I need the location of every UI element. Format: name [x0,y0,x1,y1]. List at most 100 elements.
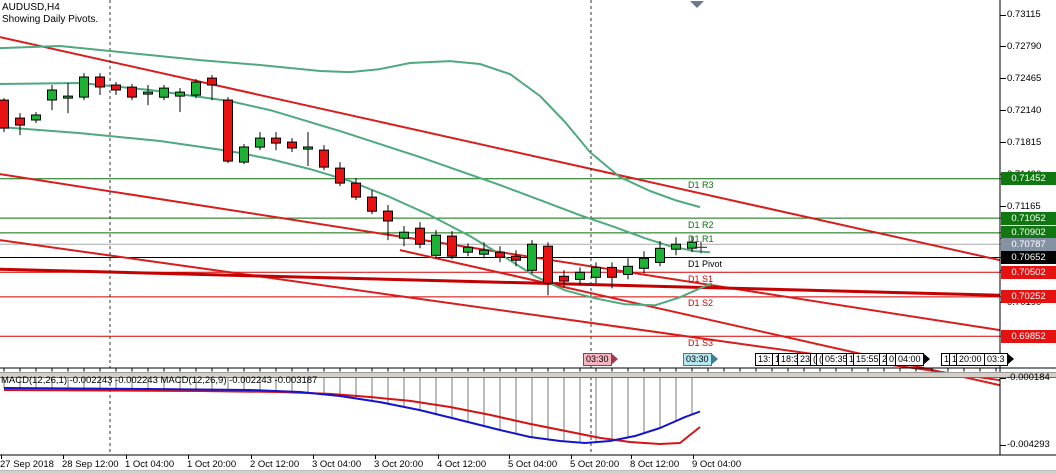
subtitle-label: Showing Daily Pivots. [2,14,99,25]
candle-body[interactable] [463,246,473,253]
candle-body[interactable] [207,77,217,86]
candle-body[interactable] [511,255,521,261]
time-tag-white[interactable]: 15:55 [853,353,888,366]
candle-body[interactable] [367,196,377,212]
candle-body[interactable] [543,245,553,284]
candle-body[interactable] [351,182,361,198]
candle-body[interactable] [15,117,25,126]
candle-body[interactable] [527,243,537,271]
candle-body[interactable] [415,227,425,245]
candle-body[interactable] [479,249,489,255]
price-tag-red: 0.70252 [1001,290,1056,304]
candle-body[interactable] [431,234,441,256]
date-tick [509,455,510,459]
price-tag-gray: 0.70787 [1001,237,1056,251]
candle-body[interactable] [223,99,233,162]
axis-tick [1000,14,1006,16]
candle-body[interactable] [559,275,569,282]
macd-scale-label: -0.000184 [1007,372,1050,383]
window-bottom-edge [0,470,1056,474]
time-tag-cyan[interactable]: 03:30 [683,353,718,366]
candle-body[interactable] [575,271,585,280]
trendline-5 [0,267,1001,297]
price-tag-green: 0.71052 [1001,211,1056,225]
tag-point-icon [710,353,718,365]
candle-body[interactable] [0,99,9,129]
date-tick [63,455,64,459]
candle-body[interactable] [47,89,57,101]
candle-body[interactable] [79,76,89,98]
panel-splitter[interactable] [0,372,1056,378]
price-tick-label: 0.73115 [1007,9,1041,20]
candle-body[interactable] [655,247,665,263]
axis-tick [1000,46,1006,48]
candle-body[interactable] [63,95,73,99]
date-tick [188,455,189,459]
date-label: 28 Sep 12:00 [62,459,119,470]
candle-body[interactable] [111,84,121,91]
time-tag-white[interactable]: 20:00 [956,353,991,366]
candle-body[interactable] [271,137,281,144]
candle-body[interactable] [383,210,393,222]
candle-body[interactable] [671,243,681,250]
candle-body[interactable] [143,91,153,95]
candle-body[interactable] [159,87,169,98]
axis-tick [1000,444,1006,446]
candle-body[interactable] [255,137,265,148]
tag-point-icon [610,353,618,365]
time-tag-white[interactable]: 04:00 [895,353,930,366]
candle-body[interactable] [607,266,617,278]
candle-body[interactable] [399,231,409,239]
candle-body[interactable] [687,241,697,249]
trendline-1 [0,36,1001,262]
candle-body[interactable] [591,266,601,278]
tag-point-icon [1006,353,1014,365]
candle-body[interactable] [639,257,649,269]
date-label: 1 Oct 20:00 [187,459,237,470]
date-label: 5 Oct 20:00 [570,459,620,470]
date-tick [251,455,252,459]
candle-body[interactable] [175,91,185,97]
price-tick-label: 0.71165 [1007,200,1041,212]
date-tick [313,455,314,459]
candle-body[interactable] [31,114,41,121]
price-tick-label: 0.71815 [1007,136,1042,148]
price-tag-green: 0.70902 [1001,226,1056,240]
time-tag-pink[interactable]: 03:30 [583,353,618,366]
date-label: 4 Oct 12:00 [437,459,487,470]
price-tick-label: 0.72790 [1007,40,1042,52]
pivot-label-d1-s3: D1 S3 [688,337,714,348]
candle-body[interactable] [95,76,105,88]
pivot-label-d1-r1: D1 R1 [688,234,714,245]
date-tick [693,455,694,459]
time-tag-white[interactable]: 13: [755,353,780,366]
symbol-period-label: AUDUSD,H4 [2,2,60,13]
date-label: 9 Oct 04:00 [692,459,742,470]
candle-body[interactable] [319,149,329,168]
candle-body[interactable] [623,265,633,275]
last-bar-marker-icon[interactable] [690,1,704,8]
candle-body[interactable] [447,235,457,257]
pivot-label-d1-s1: D1 S1 [688,273,714,284]
candle-body[interactable] [191,81,201,96]
candle-body[interactable] [303,146,313,150]
candle-body[interactable] [287,141,297,149]
date-label: 3 Oct 04:00 [312,459,362,470]
axis-tick [1000,142,1006,144]
date-label: 1 Oct 04:00 [125,459,175,470]
date-tick [1,455,2,459]
candle-body[interactable] [335,167,345,184]
date-label: 2 Oct 12:00 [250,459,300,470]
price-tick-label: 0.72465 [1007,72,1042,84]
chart-title-block: AUDUSD,H4 Showing Daily Pivots. [2,2,98,26]
date-label: 3 Oct 20:00 [374,459,424,470]
date-label: 5 Oct 04:00 [508,459,558,470]
price-tag-black: 0.70652 [1001,251,1056,264]
candle-body[interactable] [239,146,249,163]
candle-body[interactable] [127,86,137,98]
macd-main-line [3,387,701,444]
time-tag-white[interactable]: 03:3 [984,353,1014,366]
macd-indicator-label: MACD(12,26,1) -0.002243 -0.002243 MACD(1… [1,375,318,386]
candle-body[interactable] [495,251,505,258]
